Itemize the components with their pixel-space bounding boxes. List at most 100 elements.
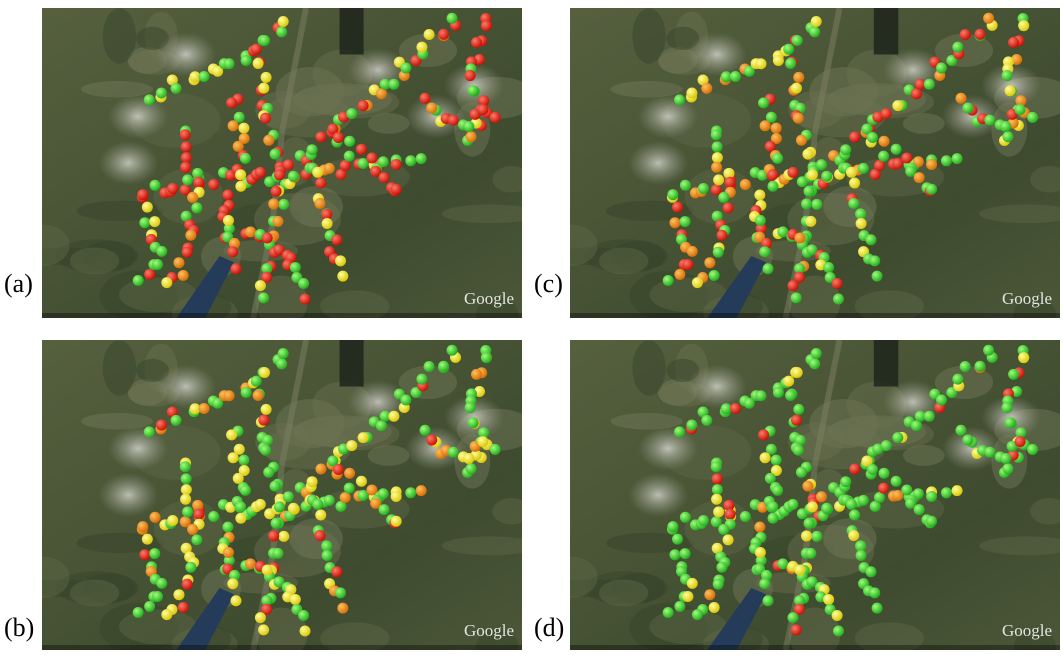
sensor-dot <box>803 186 814 197</box>
sensor-dot <box>261 404 272 415</box>
sensor-dot <box>261 72 272 83</box>
sensor-dot <box>832 610 843 621</box>
sensor-dot <box>1015 436 1026 447</box>
sensor-dot <box>1000 121 1011 132</box>
sensor-dot <box>1018 20 1029 31</box>
sensor-dot <box>182 247 193 258</box>
sensor-dot <box>420 425 431 436</box>
sensor-dot <box>924 411 935 422</box>
sensor-dot <box>144 426 155 437</box>
sensor-dot <box>711 162 722 173</box>
sensor-dot <box>283 159 294 170</box>
sensor-dot <box>892 432 903 443</box>
sensor-dot <box>468 417 479 428</box>
sensor-dot <box>376 420 387 431</box>
sensor-dot <box>272 548 283 559</box>
sensor-dot <box>171 83 182 94</box>
sensor-dot <box>984 447 995 458</box>
sensor-dot <box>704 257 715 268</box>
sensor-dot <box>290 594 301 605</box>
sensor-dot <box>222 521 233 532</box>
sensor-dot <box>816 159 827 170</box>
sensor-dot <box>663 275 674 286</box>
sensor-dot <box>167 183 178 194</box>
sensor-dot <box>914 172 925 183</box>
map-panel: Google <box>546 340 1063 654</box>
sensor-dot <box>185 562 196 573</box>
sensor-dot <box>955 425 966 436</box>
sensor-dot <box>791 83 802 94</box>
sensor-dot <box>278 199 289 210</box>
sensor-dot <box>315 509 326 520</box>
sensor-dot <box>879 136 890 147</box>
sensor-dot <box>872 603 883 614</box>
sensor-dot <box>199 71 210 82</box>
sensor-dot <box>704 589 715 600</box>
sensor-dot <box>300 626 311 637</box>
sensor-dot <box>258 415 269 426</box>
sensor-dot <box>1018 352 1029 363</box>
sensor-dot <box>1002 131 1013 142</box>
sensor-dot <box>208 179 219 190</box>
sensor-dot <box>346 108 357 119</box>
sensor-dot <box>171 415 182 426</box>
sensor-dot <box>881 440 892 451</box>
sensor-dot <box>801 198 812 209</box>
sensor-dot <box>379 504 390 515</box>
sensor-dot <box>712 152 723 163</box>
sensor-dot <box>663 607 674 618</box>
sensor-dot <box>150 180 161 191</box>
sensor-dot <box>133 275 144 286</box>
sensor-dot <box>465 70 476 81</box>
sensor-dot <box>802 481 813 492</box>
sensor-dot <box>687 578 698 589</box>
sensor-dot <box>253 390 264 401</box>
sensor-dot <box>144 94 155 105</box>
sensor-dot <box>901 484 912 495</box>
sensor-dot <box>755 215 766 226</box>
sensor-dot <box>794 564 805 575</box>
sensor-dot <box>716 562 727 573</box>
sensor-dot <box>711 129 722 140</box>
sensor-dot <box>983 345 994 356</box>
sensor-dot <box>718 192 729 203</box>
watermark: Google <box>1002 289 1052 308</box>
sensor-dot <box>208 511 219 522</box>
sensor-dot <box>340 160 351 171</box>
sensor-dot <box>840 144 851 155</box>
sensor-dot <box>849 131 860 142</box>
sensor-dot <box>763 263 774 274</box>
sensor-dot <box>840 476 851 487</box>
sensor-dot <box>754 521 765 532</box>
sensor-dot <box>856 218 867 229</box>
sensor-dot <box>139 217 150 228</box>
snow-patch <box>156 33 216 77</box>
sensor-dot <box>477 104 488 115</box>
sensor-dot <box>936 62 947 73</box>
figure: Google(a)Google(b)Google(c)Google(d) <box>0 0 1063 654</box>
panel-label: (a) <box>4 269 33 298</box>
sensor-dot <box>892 100 903 111</box>
sensor-dot <box>709 602 720 613</box>
sensor-dot <box>701 83 712 94</box>
sensor-dot <box>337 271 348 282</box>
watermark: Google <box>464 289 514 308</box>
sensor-dot <box>698 183 709 194</box>
sensor-dot <box>272 216 283 227</box>
sensor-dot <box>288 171 299 182</box>
sensor-dot <box>793 445 804 456</box>
sensor-dot <box>235 169 246 180</box>
sensor-dot <box>400 394 411 405</box>
sensor-dot <box>228 452 239 463</box>
sensor-dot <box>811 348 822 359</box>
sensor-dot <box>335 255 346 266</box>
sensor-dot <box>223 215 234 226</box>
sensor-dot <box>180 129 191 140</box>
sensor-dot <box>952 42 963 53</box>
sensor-dot <box>1027 112 1038 123</box>
dark-block <box>874 8 899 55</box>
sensor-dot <box>466 463 477 474</box>
sensor-dot <box>241 387 252 398</box>
dark-block <box>874 340 899 387</box>
sensor-dot <box>181 484 192 495</box>
